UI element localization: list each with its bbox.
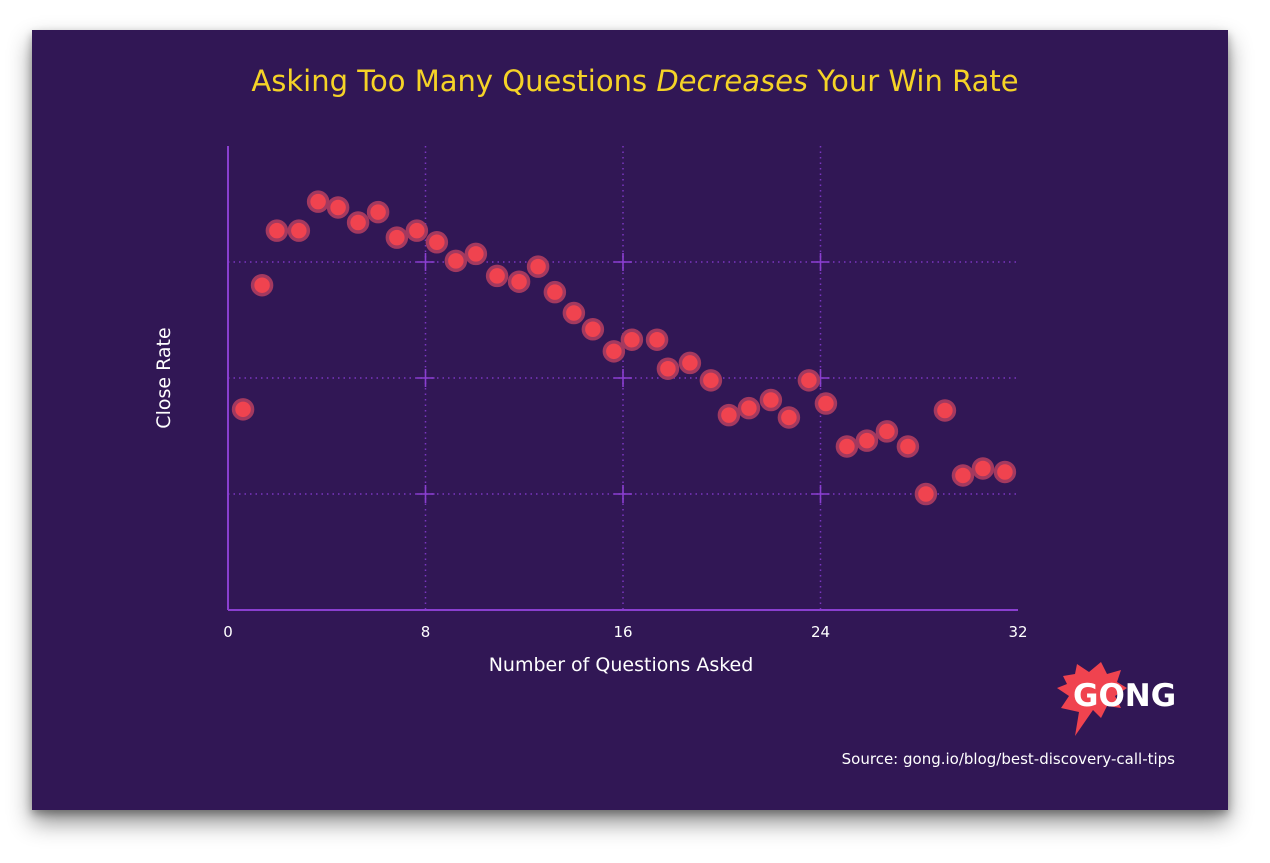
data-point: [385, 226, 409, 249]
data-point: [602, 340, 626, 363]
x-axis-label: Number of Questions Asked: [489, 654, 754, 676]
x-tick-label: 0: [223, 623, 233, 641]
source-note: Source: gong.io/blog/best-discovery-call…: [841, 750, 1175, 768]
logo-text: GONG: [1073, 678, 1176, 714]
x-tick-label: 24: [811, 623, 830, 641]
gong-logo: GONG: [1057, 662, 1176, 736]
data-point: [759, 388, 783, 412]
data-point: [875, 420, 899, 443]
data-point: [777, 406, 801, 429]
x-tick-label: 8: [421, 623, 431, 641]
data-point: [896, 435, 920, 458]
grid: [228, 146, 1018, 610]
data-point: [933, 399, 957, 422]
data-point: [797, 369, 821, 392]
data-point: [645, 328, 669, 351]
data-point: [265, 219, 289, 242]
y-axis-label: Close Rate: [153, 327, 175, 428]
data-point: [231, 398, 255, 421]
x-tick-labels: 0 8 16 24 32: [223, 623, 1027, 641]
data-point: [306, 190, 330, 213]
data-point: [699, 369, 723, 392]
chart-title: Asking Too Many Questions Decreases Your…: [251, 64, 1019, 98]
data-point: [717, 403, 741, 427]
data-point: [656, 357, 680, 380]
data-points: [231, 190, 1017, 506]
data-point: [914, 482, 938, 506]
data-point: [464, 242, 488, 266]
data-point: [971, 457, 995, 480]
chart-card: [32, 30, 1228, 810]
data-point: [250, 273, 274, 297]
data-point: [993, 460, 1017, 484]
data-point: [425, 231, 449, 254]
logo-burst-icon: [1057, 662, 1127, 736]
data-point: [485, 264, 509, 288]
data-point: [620, 328, 644, 351]
data-point: [287, 219, 311, 242]
data-point: [951, 464, 975, 487]
data-point: [526, 255, 550, 278]
data-point: [855, 429, 879, 452]
data-point: [543, 280, 567, 304]
data-point: [835, 435, 859, 458]
data-point: [326, 196, 350, 219]
data-point: [814, 392, 838, 415]
data-point: [507, 270, 531, 293]
x-tick-label: 32: [1008, 623, 1027, 641]
data-point: [346, 211, 370, 234]
data-point: [737, 396, 761, 420]
data-point: [366, 200, 390, 224]
x-tick-label: 16: [613, 623, 632, 641]
data-point: [444, 249, 468, 273]
data-point: [581, 318, 605, 341]
data-point: [562, 301, 586, 325]
data-point: [405, 219, 429, 242]
data-point: [678, 351, 702, 375]
